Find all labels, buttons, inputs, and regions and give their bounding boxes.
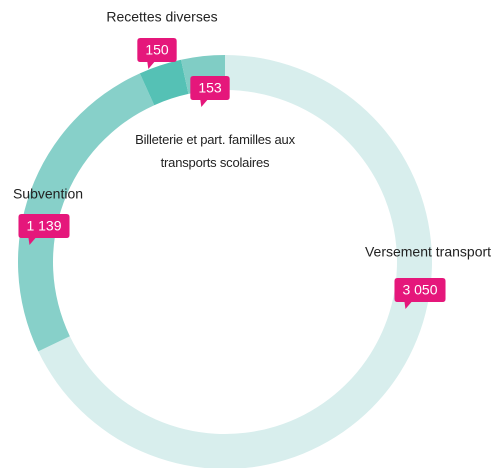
value-callout (18, 214, 70, 245)
category-label: Recettes diverses (106, 9, 217, 25)
category-label: Subvention (13, 186, 83, 202)
category-label: Billeterie et part. familles aux transpo… (135, 132, 295, 170)
donut-segment (17, 73, 155, 352)
donut-segment (139, 59, 189, 106)
value-callout (394, 278, 446, 309)
value-label: 150 (145, 42, 169, 58)
value-label: 1 139 (26, 218, 61, 234)
value-label: 153 (198, 80, 222, 96)
value-label: 3 050 (402, 282, 437, 298)
value-callout (137, 38, 177, 69)
value-callout (190, 76, 230, 107)
category-label: Versement transport (365, 244, 491, 260)
